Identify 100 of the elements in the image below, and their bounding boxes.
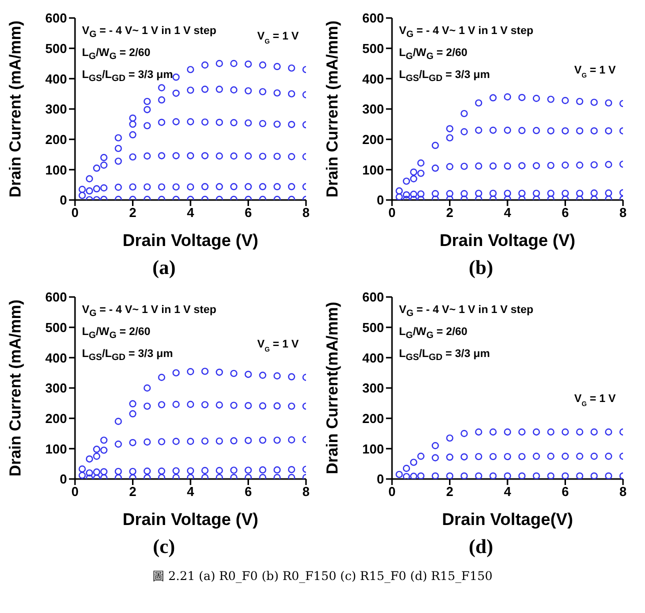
y-tick-label: 400 [45, 71, 67, 86]
point [532, 428, 540, 436]
point [172, 74, 180, 81]
point [417, 472, 424, 479]
point [186, 152, 194, 160]
point [216, 118, 223, 126]
point [201, 183, 209, 190]
point [216, 401, 223, 409]
point [417, 452, 424, 460]
point [259, 152, 266, 160]
point [590, 98, 598, 106]
point [432, 142, 439, 149]
x-tick-label: 0 [388, 205, 396, 220]
point [114, 468, 122, 476]
y-tick-label: 300 [45, 380, 67, 396]
point [259, 61, 266, 69]
annotation: V$_{G}$ = 1 V [257, 30, 300, 46]
point [460, 190, 468, 198]
point [402, 178, 410, 185]
point [230, 183, 238, 190]
annotation: L$_{G}$/W$_{G}$ = 2/60 [399, 325, 468, 342]
point [562, 162, 569, 169]
point [114, 134, 122, 142]
point [78, 472, 86, 479]
point [186, 118, 194, 126]
point [562, 472, 569, 479]
point [158, 468, 166, 475]
point [230, 119, 238, 126]
point [475, 99, 482, 107]
point [129, 468, 136, 476]
point [144, 183, 151, 191]
point [489, 190, 497, 197]
point [172, 438, 180, 445]
y-tick-label: 600 [362, 290, 384, 305]
point [244, 87, 252, 94]
x-tick-label: 2 [446, 484, 454, 500]
point [432, 472, 439, 479]
point [475, 452, 482, 460]
point [230, 437, 238, 444]
point [432, 442, 439, 450]
y-tick-label: 600 [45, 290, 67, 305]
point [86, 469, 94, 477]
point [475, 162, 482, 170]
point [518, 190, 526, 197]
point [489, 452, 497, 460]
point [460, 453, 468, 460]
point [547, 127, 554, 134]
point [396, 193, 403, 200]
point [576, 190, 584, 197]
point [158, 374, 166, 381]
x-axis-title: Drain Voltage (V) [440, 231, 576, 250]
point [288, 183, 296, 190]
point [274, 372, 281, 380]
point [576, 127, 584, 134]
point [489, 428, 497, 436]
point [274, 436, 281, 444]
point [114, 440, 122, 448]
y-tick-label: 400 [45, 350, 67, 366]
point [475, 472, 482, 479]
point [158, 474, 166, 479]
x-tick-label: 6 [244, 205, 252, 220]
x-tick-label: 2 [446, 205, 454, 220]
point [604, 189, 612, 197]
point [274, 466, 281, 474]
annotation: L$_{GS}$/L$_{GD}$ = 3/3 μm [399, 347, 491, 365]
point [230, 370, 238, 378]
point [432, 190, 439, 198]
point [201, 118, 209, 126]
point [274, 120, 281, 128]
point [562, 190, 569, 197]
point [259, 88, 266, 96]
point [532, 162, 540, 170]
point [230, 402, 238, 409]
point [576, 472, 584, 479]
point [201, 61, 209, 69]
point [288, 153, 296, 160]
annotation: V$_{G}$ = - 4 V~ 1 V in 1 V step [399, 24, 534, 42]
y-tick-label: 500 [362, 320, 384, 335]
point [244, 183, 252, 190]
point [129, 183, 136, 191]
point [274, 152, 281, 160]
point [216, 466, 223, 474]
point [129, 153, 136, 161]
point [100, 184, 108, 192]
point [532, 190, 540, 197]
point [532, 452, 540, 460]
point [144, 152, 151, 160]
x-tick-label: 4 [186, 484, 195, 500]
point [172, 183, 180, 191]
x-tick-label: 4 [186, 205, 195, 220]
point [144, 438, 151, 446]
point [230, 474, 238, 479]
point [78, 465, 86, 473]
point [446, 472, 454, 479]
point [274, 62, 281, 70]
point [216, 437, 223, 445]
point [460, 162, 468, 170]
point [590, 472, 598, 479]
y-tick-label: 0 [376, 472, 384, 487]
point [144, 98, 151, 106]
